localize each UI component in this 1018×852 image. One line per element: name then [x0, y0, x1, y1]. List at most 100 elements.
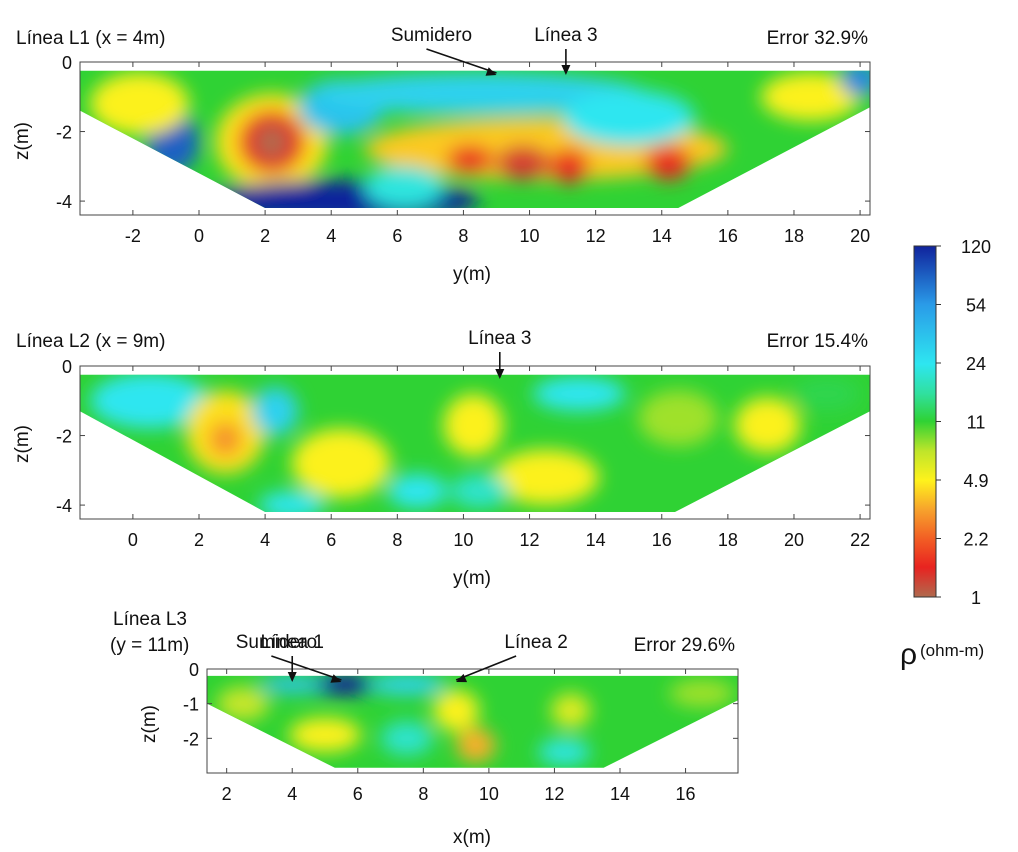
- y-tick-label: -2: [56, 427, 72, 447]
- error-label: Error 15.4%: [767, 331, 868, 352]
- colorbar-unit: (ohm-m): [920, 641, 984, 660]
- y-tick-label: -2: [56, 123, 72, 143]
- y-tick-label: -1: [183, 695, 199, 715]
- colorbar-symbol: ρ: [900, 638, 917, 671]
- annotation-arrowhead: [485, 67, 497, 76]
- resistivity-anomaly: [255, 124, 289, 160]
- annotation-arrow: [426, 48, 497, 74]
- resistivity-anomaly: [258, 491, 325, 513]
- resistivity-anomaly: [89, 374, 209, 429]
- colorbar-tick-label: 24: [966, 354, 986, 374]
- panel-title: Línea L3: [113, 609, 187, 630]
- x-axis-label: x(m): [453, 827, 491, 848]
- resistivity-anomaly: [760, 72, 861, 122]
- y-axis-label: z(m): [139, 705, 160, 743]
- annotation-label: Sumidero: [236, 632, 317, 653]
- x-tick-label: 16: [652, 530, 672, 550]
- x-tick-label: 10: [479, 784, 499, 804]
- resistivity-anomaly: [208, 421, 242, 457]
- colorbar-gradient: [913, 245, 937, 598]
- panel-title: Línea L2 (x = 9m): [16, 331, 165, 352]
- resistivity-anomaly: [89, 72, 190, 136]
- x-tick-label: 12: [586, 226, 606, 246]
- x-tick-label: 2: [260, 226, 270, 246]
- colorbar: ρ (ohm-m) 120 54 24 11 4.9 2.2 1: [900, 237, 991, 671]
- x-tick-label: 2: [222, 784, 232, 804]
- annotation-label: Línea 3: [534, 25, 597, 46]
- resistivity-anomaly: [638, 390, 718, 446]
- x-tick-label: 8: [418, 784, 428, 804]
- x-tick-label: 6: [326, 530, 336, 550]
- x-tick-label: 0: [128, 530, 138, 550]
- plot-frame: [206, 668, 739, 774]
- annotation-arrowhead: [330, 674, 342, 683]
- resistivity-section: [80, 374, 870, 513]
- x-tick-label: 4: [326, 226, 336, 246]
- x-tick-label: 18: [784, 226, 804, 246]
- resistivity-anomaly: [367, 675, 447, 695]
- resistivity-section: [80, 70, 870, 209]
- resistivity-anomaly: [456, 727, 496, 763]
- x-axis-label: y(m): [453, 568, 491, 589]
- colorbar-tick-label: 1: [971, 588, 981, 608]
- x-tick-label: 14: [586, 530, 606, 550]
- plot-frame: [79, 365, 871, 520]
- panel-linea-l2: Línea L2 (x = 9m) Error 15.4% z(m) y(m) …: [12, 328, 871, 589]
- resistivity-anomaly: [433, 689, 480, 732]
- colorbar-tick-label: 120: [961, 237, 991, 257]
- colorbar-tick-label: 4.9: [963, 471, 988, 491]
- y-tick-label: 0: [189, 660, 199, 680]
- resistivity-anomaly: [259, 675, 326, 694]
- panel-title: Línea L1 (x = 4m): [16, 28, 165, 49]
- panel-linea-l3: Línea L3 (y = 11m) Error 29.6% z(m) x(m)…: [110, 609, 739, 848]
- annotation-label: Línea 3: [468, 328, 531, 349]
- error-label: Error 32.9%: [767, 28, 868, 49]
- resistivity-section: [207, 675, 738, 768]
- resistivity-anomaly: [446, 145, 494, 174]
- resistivity-anomaly: [551, 693, 591, 728]
- annotation-arrowhead: [561, 65, 571, 75]
- x-axis-label: y(m): [453, 264, 491, 285]
- resistivity-anomaly: [793, 376, 861, 412]
- resistivity-anomaly: [496, 145, 550, 181]
- colorbar-tick-label: 54: [966, 296, 986, 316]
- annotation-arrowhead: [495, 369, 505, 379]
- y-tick-label: -4: [56, 496, 72, 516]
- resistivity-anomaly: [302, 675, 381, 695]
- x-tick-label: 4: [287, 784, 297, 804]
- annotation-label: Línea 2: [504, 632, 567, 653]
- resistivity-anomaly: [288, 717, 362, 753]
- resistivity-anomaly: [549, 148, 590, 184]
- x-tick-label: 16: [676, 784, 696, 804]
- panel-linea-l1: Línea L1 (x = 4m) Error 32.9% z(m) y(m) …: [12, 25, 871, 285]
- resistivity-anomaly: [443, 393, 504, 457]
- resistivity-anomaly: [251, 386, 299, 436]
- x-tick-label: 16: [718, 226, 738, 246]
- x-tick-label: 6: [353, 784, 363, 804]
- resistivity-anomaly: [291, 428, 391, 499]
- colorbar-tick-label: 11: [967, 413, 986, 433]
- resistivity-anomaly: [538, 738, 591, 767]
- x-tick-label: 14: [610, 784, 630, 804]
- x-tick-label: -2: [125, 226, 141, 246]
- x-tick-label: 20: [784, 530, 804, 550]
- resistivity-anomaly: [387, 473, 447, 509]
- resistivity-anomaly: [562, 89, 695, 146]
- x-tick-label: 6: [392, 226, 402, 246]
- y-tick-label: -4: [56, 192, 72, 212]
- annotation-arrow: [455, 655, 517, 681]
- colorbar-tick-label: 2.2: [963, 530, 988, 550]
- resistivity-anomaly: [314, 72, 646, 115]
- annotation-label: Línea 1: [261, 632, 324, 653]
- x-tick-label: 4: [260, 530, 270, 550]
- x-tick-label: 22: [850, 530, 870, 550]
- y-tick-label: -2: [183, 729, 199, 749]
- y-tick-label: 0: [62, 53, 72, 73]
- resistivity-anomaly: [840, 70, 870, 97]
- annotation-arrowhead: [456, 673, 468, 683]
- x-tick-label: 0: [194, 226, 204, 246]
- y-axis-label: z(m): [12, 425, 33, 463]
- x-tick-label: 2: [194, 530, 204, 550]
- x-tick-label: 12: [520, 530, 540, 550]
